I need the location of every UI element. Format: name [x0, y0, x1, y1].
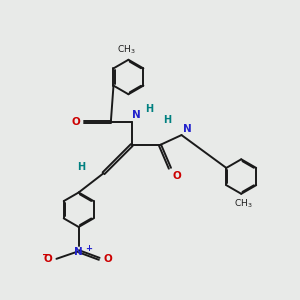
Text: N: N: [74, 247, 83, 257]
Text: O: O: [103, 254, 112, 265]
Text: O: O: [172, 171, 181, 181]
Text: O: O: [44, 254, 52, 265]
Text: N: N: [132, 110, 141, 120]
Text: −: −: [42, 250, 50, 260]
Text: CH$_3$: CH$_3$: [234, 198, 252, 210]
Text: O: O: [72, 117, 80, 127]
Text: N: N: [183, 124, 192, 134]
Text: H: H: [164, 115, 172, 125]
Text: +: +: [85, 244, 92, 253]
Text: H: H: [77, 162, 85, 172]
Text: CH$_3$: CH$_3$: [118, 43, 136, 56]
Text: H: H: [145, 104, 153, 115]
